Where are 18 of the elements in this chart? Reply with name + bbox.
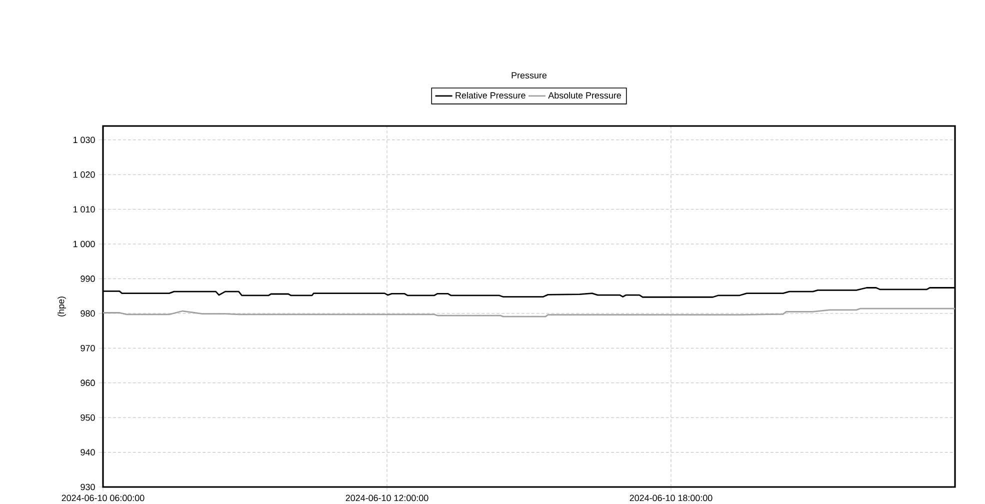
y-tick-label: 960 — [80, 380, 95, 386]
y-tick-label: 990 — [80, 276, 95, 282]
y-axis-title: (hpe) — [58, 296, 66, 316]
y-tick-label: 950 — [80, 414, 95, 421]
x-tick-label: 2024-06-10 18:00:00 — [630, 494, 712, 502]
legend-label: Relative Pressure — [456, 92, 526, 99]
y-tick-label: 1 030 — [73, 136, 95, 144]
chart-title: Pressure — [512, 72, 547, 79]
y-tick-label: 940 — [80, 449, 95, 456]
y-tick-label: 1 000 — [73, 240, 95, 248]
legend-label: Absolute Pressure — [548, 92, 622, 99]
y-tick-label: 1 020 — [73, 171, 95, 178]
y-tick-label: 930 — [80, 484, 95, 490]
x-tick-label: 2024-06-10 06:00:00 — [62, 494, 144, 502]
y-tick-label: 1 010 — [73, 206, 95, 212]
y-tick-label: 970 — [80, 344, 95, 352]
y-tick-label: 980 — [80, 310, 95, 317]
x-tick-label: 2024-06-10 12:00:00 — [346, 494, 428, 502]
